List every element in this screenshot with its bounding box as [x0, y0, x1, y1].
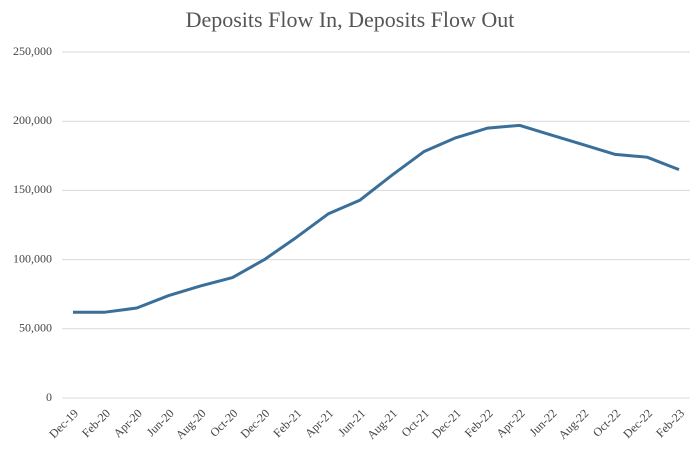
- x-tick-label: Feb-21: [270, 406, 304, 440]
- x-tick-label: Jun-22: [526, 406, 559, 439]
- y-tick-label: 250,000: [13, 44, 52, 58]
- y-tick-label: 0: [46, 390, 52, 404]
- y-tick-label: 150,000: [13, 182, 52, 196]
- x-tick-label: Dec-22: [620, 406, 655, 441]
- x-tick-label: Apr-22: [493, 406, 527, 440]
- x-tick-label: Dec-21: [429, 406, 464, 441]
- x-tick-label: Apr-21: [302, 406, 336, 440]
- x-tick-label: Aug-21: [364, 406, 400, 442]
- x-tick-label: Aug-22: [556, 406, 592, 442]
- x-tick-label: Aug-20: [173, 406, 209, 442]
- x-tick-label: Feb-22: [462, 406, 496, 440]
- x-tick-label: Dec-20: [238, 406, 273, 441]
- x-tick-label: Jun-20: [144, 406, 177, 439]
- chart-title: Deposits Flow In, Deposits Flow Out: [186, 7, 515, 32]
- data-line: [73, 123, 680, 314]
- x-tick-label: Oct-20: [207, 406, 240, 439]
- x-tick-label: Jun-21: [335, 406, 368, 439]
- y-tick-label: 100,000: [13, 251, 52, 265]
- y-tick-label: 50,000: [19, 321, 52, 335]
- x-tick-label: Oct-22: [590, 406, 623, 439]
- x-tick-label: Oct-21: [398, 406, 431, 439]
- x-tick-label: Apr-20: [111, 406, 145, 440]
- x-tick-label: Feb-23: [653, 406, 687, 440]
- x-tick-label: Dec-19: [46, 406, 81, 441]
- x-tick-label: Feb-20: [79, 406, 113, 440]
- y-tick-label: 200,000: [13, 113, 52, 127]
